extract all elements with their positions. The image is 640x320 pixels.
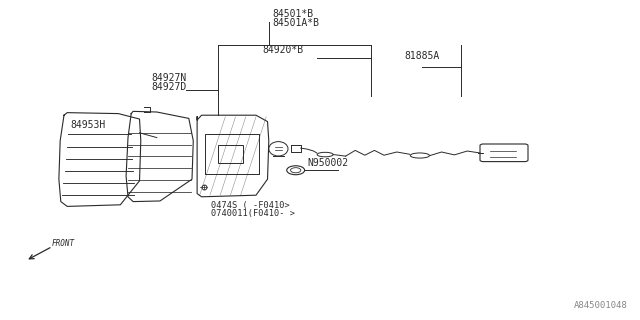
- Text: 84501*B: 84501*B: [272, 9, 313, 19]
- Text: N950002: N950002: [307, 158, 348, 168]
- Text: 84501A*B: 84501A*B: [272, 18, 319, 28]
- Text: 81885A: 81885A: [404, 52, 440, 61]
- Bar: [218, 145, 243, 163]
- Text: 84953H: 84953H: [70, 120, 106, 130]
- Text: 0740011(F0410- >: 0740011(F0410- >: [211, 209, 295, 218]
- Text: 84920*B: 84920*B: [262, 45, 303, 55]
- Text: FRONT: FRONT: [51, 239, 74, 248]
- Text: A845001048: A845001048: [573, 301, 627, 310]
- Text: 84927D: 84927D: [152, 82, 187, 92]
- Text: 84927N: 84927N: [152, 73, 187, 83]
- Text: 0474S ( -F0410>: 0474S ( -F0410>: [211, 201, 290, 210]
